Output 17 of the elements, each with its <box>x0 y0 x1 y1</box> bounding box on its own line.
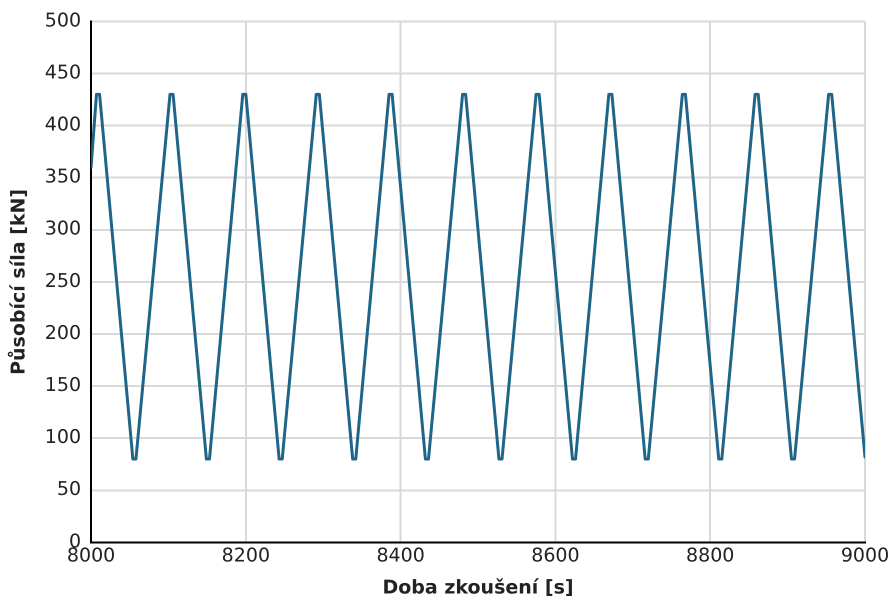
y-tick-label: 50 <box>56 478 82 500</box>
y-axis-title: Působící síla [kN] <box>7 188 30 375</box>
x-axis-title: Doba zkoušení [s] <box>382 576 574 599</box>
x-tick-label: 8200 <box>222 544 270 567</box>
y-tick-label: 150 <box>44 374 82 396</box>
x-tick-label: 8400 <box>376 544 425 567</box>
y-tick-label: 450 <box>44 61 82 84</box>
y-tick-label: 100 <box>44 426 82 448</box>
y-tick-label: 200 <box>44 322 82 344</box>
y-tick-label: 500 <box>44 9 82 32</box>
y-tick-label: 250 <box>44 270 82 292</box>
x-tick-label: 8600 <box>531 544 580 567</box>
x-tick-label: 9000 <box>840 544 890 567</box>
y-tick-label: 400 <box>44 114 82 136</box>
y-tick-label: 350 <box>44 166 82 188</box>
x-tick-label: 8800 <box>686 544 734 567</box>
y-tick-label: 300 <box>44 218 82 240</box>
